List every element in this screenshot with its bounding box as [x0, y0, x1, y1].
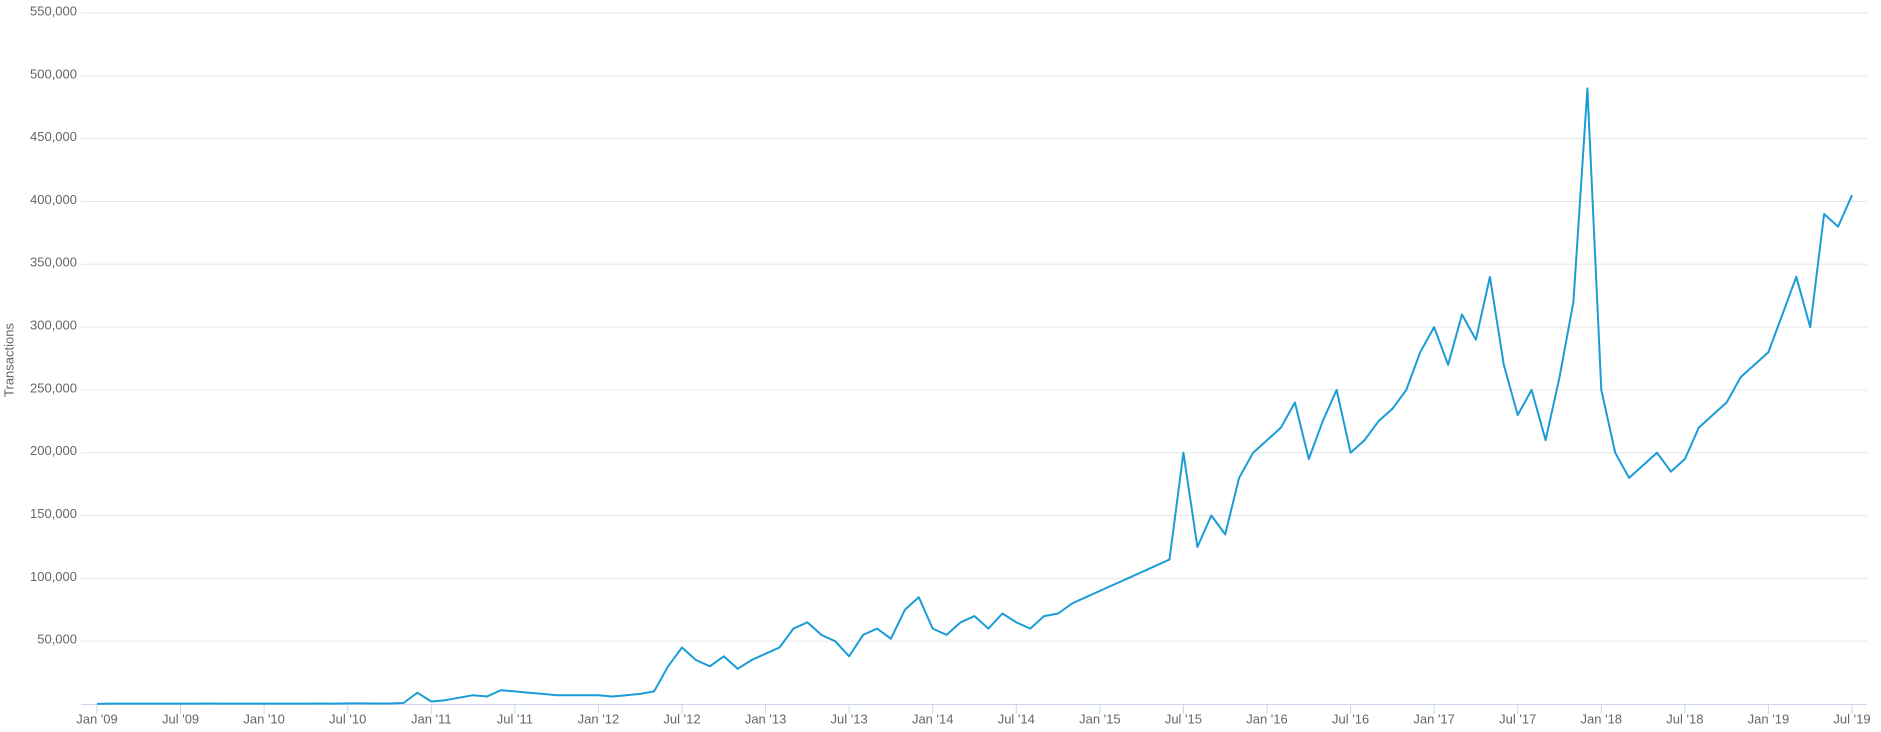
x-tick-label: Jul '17 [1499, 711, 1536, 726]
x-tick-label: Jul '09 [162, 711, 199, 726]
y-tick-label: 100,000 [30, 569, 77, 584]
y-tick-label: 550,000 [30, 3, 77, 18]
x-tick-label: Jan '18 [1581, 711, 1623, 726]
x-tick-label: Jan '16 [1246, 711, 1288, 726]
x-tick-label: Jan '09 [76, 711, 118, 726]
y-tick-label: 300,000 [30, 318, 77, 333]
x-tick-label: Jul '13 [831, 711, 868, 726]
x-tick-label: Jul '11 [497, 711, 533, 726]
y-tick-label: 500,000 [30, 66, 77, 81]
x-tick-label: Jan '14 [912, 711, 954, 726]
x-tick-label: Jan '17 [1413, 711, 1455, 726]
y-tick-label: 250,000 [30, 380, 77, 395]
x-tick-label: Jan '10 [243, 711, 285, 726]
x-tick-label: Jan '15 [1079, 711, 1121, 726]
y-tick-label: 450,000 [30, 129, 77, 144]
x-tick-label: Jul '10 [329, 711, 366, 726]
y-tick-label: 400,000 [30, 192, 77, 207]
y-axis-label: Transactions [1, 323, 16, 397]
x-tick-label: Jan '11 [411, 711, 452, 726]
x-tick-label: Jul '16 [1332, 711, 1369, 726]
y-tick-label: 50,000 [37, 632, 77, 647]
x-tick-label: Jul '19 [1833, 711, 1870, 726]
y-tick-label: 200,000 [30, 443, 77, 458]
y-tick-label: 350,000 [30, 255, 77, 270]
y-tick-label: 150,000 [30, 506, 77, 521]
x-tick-label: Jan '13 [745, 711, 787, 726]
x-tick-label: Jan '19 [1748, 711, 1790, 726]
x-tick-label: Jan '12 [578, 711, 620, 726]
x-tick-label: Jul '18 [1666, 711, 1703, 726]
x-tick-label: Jul '15 [1165, 711, 1202, 726]
x-tick-label: Jul '12 [663, 711, 700, 726]
data-line [96, 87, 1853, 705]
x-tick-label: Jul '14 [998, 711, 1035, 726]
